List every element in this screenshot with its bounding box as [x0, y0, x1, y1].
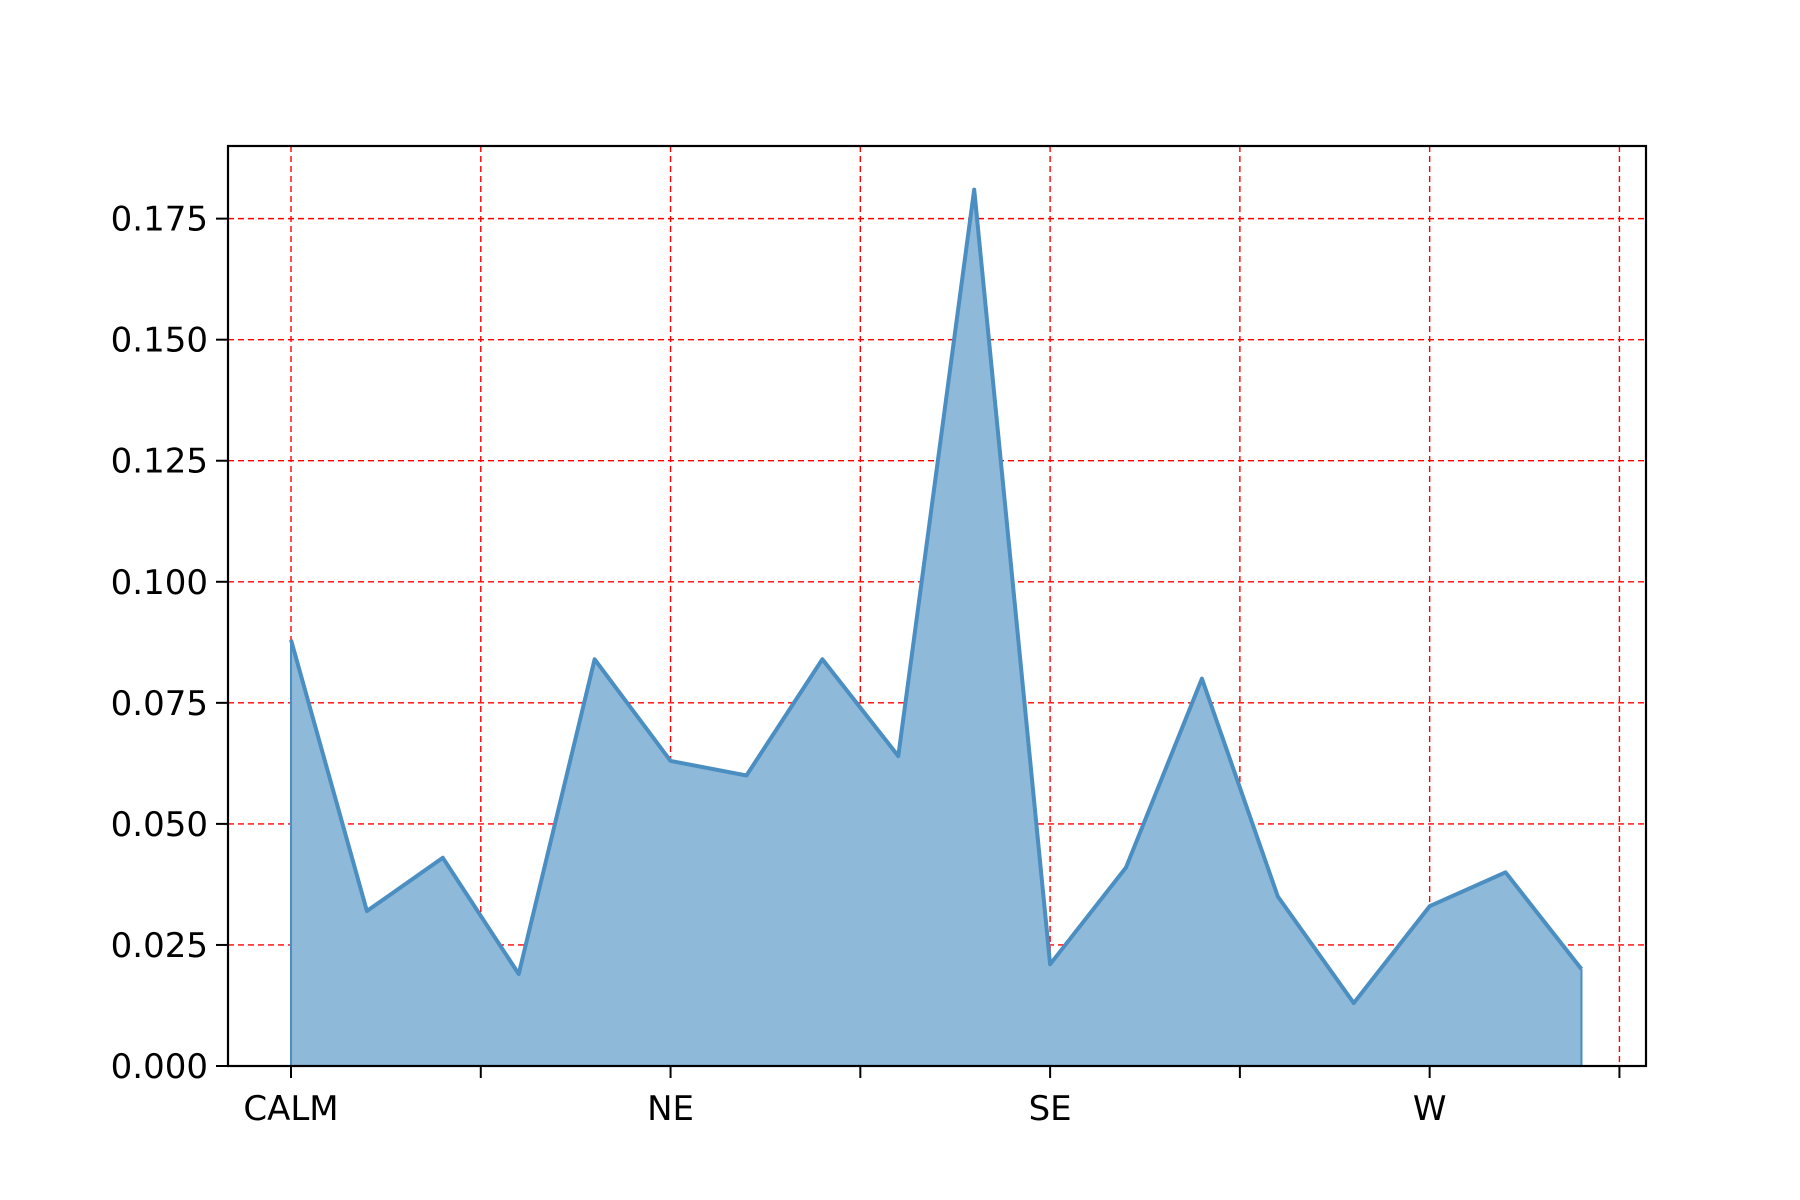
y-tick-label: 0.025 — [111, 926, 208, 966]
x-tick-label: W — [1413, 1089, 1447, 1129]
area-fill — [291, 189, 1582, 1066]
y-tick-label: 0.175 — [111, 200, 208, 240]
tick-labels: 0.000 0.025 0.050 0.075 0.100 0.125 0.150 0.175… — [111, 200, 1447, 1129]
plot-frame — [226, 144, 1648, 1068]
tick-marks — [216, 217, 1621, 1078]
axes — [226, 144, 1648, 1068]
x-tick-label: CALM — [243, 1089, 338, 1129]
series-line — [289, 187, 1584, 1006]
y-tick-label: 0.000 — [111, 1047, 208, 1087]
y-tick-label: 0.125 — [111, 442, 208, 482]
x-tick-label: NE — [647, 1089, 694, 1129]
y-tick-label: 0.150 — [111, 321, 208, 361]
area-series — [289, 187, 1584, 1066]
y-tick-label: 0.100 — [111, 563, 208, 603]
y-tick-label: 0.075 — [111, 684, 208, 724]
x-tick-label: SE — [1029, 1089, 1072, 1129]
y-tick-label: 0.050 — [111, 805, 208, 845]
